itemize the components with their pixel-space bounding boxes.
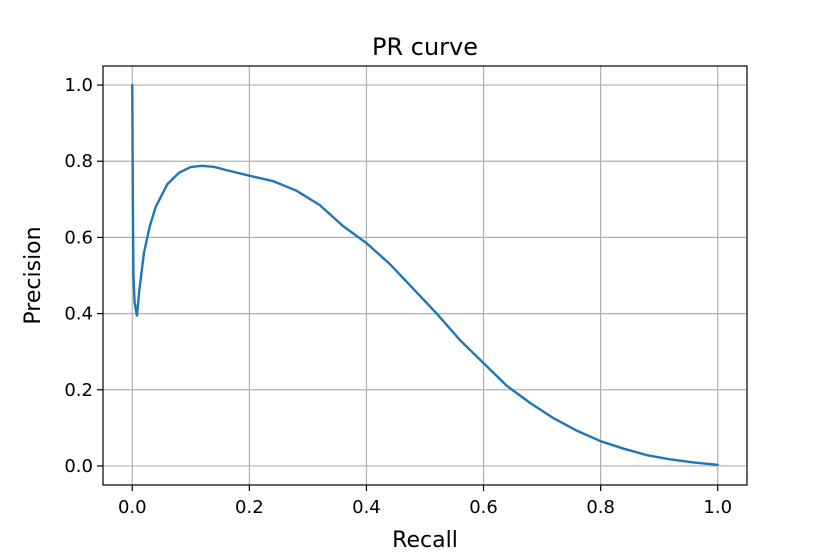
- x-axis-label: Recall: [392, 528, 458, 553]
- plot-frame: [102, 65, 748, 486]
- x-tick-label: 0.4: [352, 497, 381, 518]
- grid-lines: [103, 66, 747, 485]
- x-tick-label: 1.0: [703, 497, 732, 518]
- y-tick-label: 1.0: [64, 75, 93, 96]
- y-tick-label: 0.0: [64, 456, 93, 477]
- x-tick-label: 0.2: [235, 497, 264, 518]
- x-axis-ticks: 0.0 0.2 0.4 0.6 0.8 1.0: [118, 485, 732, 518]
- y-tick-label: 0.8: [64, 151, 93, 172]
- y-tick-label: 0.2: [64, 380, 93, 401]
- plot-area: [131, 83, 719, 467]
- x-tick-label: 0.6: [469, 497, 498, 518]
- x-tick-label: 0.0: [118, 497, 147, 518]
- y-axis-ticks: 0.0 0.2 0.4 0.6 0.8 1.0: [64, 75, 103, 477]
- chart-title: PR curve: [372, 33, 478, 61]
- y-tick-label: 0.4: [64, 304, 93, 325]
- y-tick-label: 0.6: [64, 227, 93, 248]
- y-axis-label: Precision: [21, 226, 46, 324]
- x-tick-label: 0.8: [586, 497, 615, 518]
- pr-curve-line: [131, 83, 719, 467]
